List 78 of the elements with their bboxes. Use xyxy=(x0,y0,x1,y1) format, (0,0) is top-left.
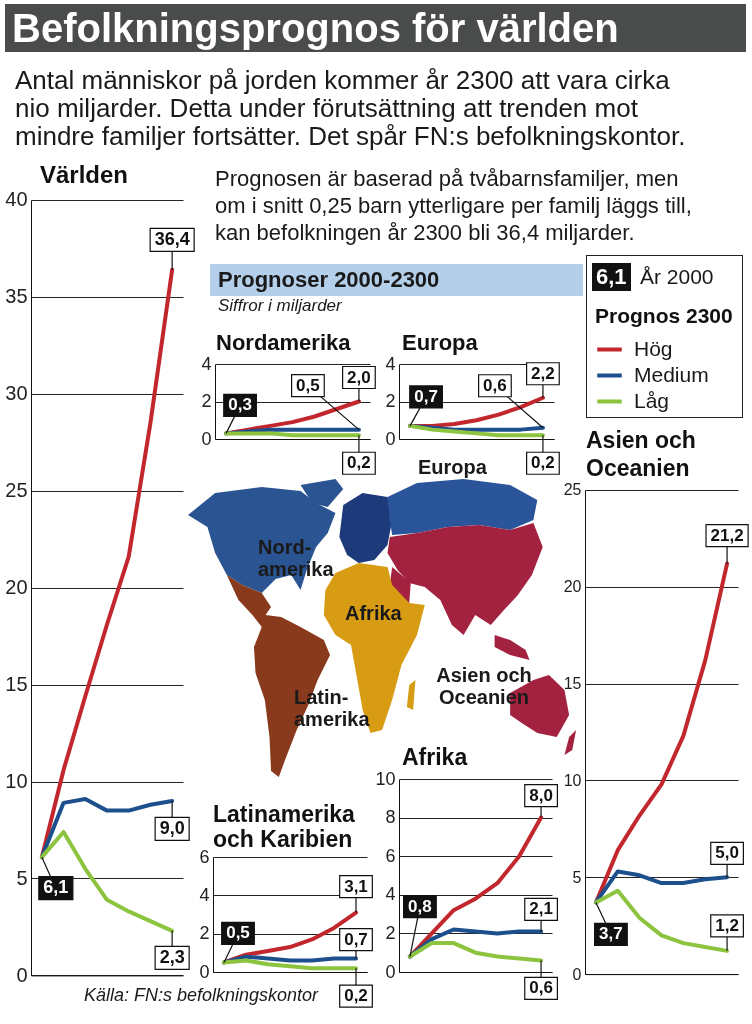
data-label: 2,2 xyxy=(531,363,555,383)
y-tick-label: 20 xyxy=(5,575,28,598)
text: Antal människor på jorden kommer år 2300 att vara cirka nio miljarder. Detta under förutsättning att trenden mot mindre familjer fortsätter. Det spår FN:s befolkningskontor. xyxy=(15,65,687,151)
title-banner: Befolkningsprognos för världen xyxy=(5,4,746,52)
y-tick-label: 6 xyxy=(199,846,210,867)
data-label: 21,2 xyxy=(710,525,744,545)
y-tick-label: 4 xyxy=(385,353,396,374)
data-label: 2,0 xyxy=(347,367,371,387)
data-label: 2,1 xyxy=(529,899,553,919)
y-tick-label: 0 xyxy=(572,965,582,983)
chart-title: Latinamerika och Karibien xyxy=(213,801,356,853)
data-label: 0,2 xyxy=(531,452,555,472)
y-tick-label: 40 xyxy=(5,188,28,211)
chart-title: Asien och Oceanien xyxy=(586,426,696,481)
text: 6,1 xyxy=(592,263,631,291)
data-label: 0,3 xyxy=(228,394,252,414)
y-tick-label: 2 xyxy=(201,390,212,411)
text: Prognosen är baserad på tvåbarnsfamiljer, men om i snitt 0,25 barn ytterligare per familj läggs till, kan befolkningen år 2300 bli 36,4 miljarder. xyxy=(215,165,693,246)
data-label: 6,1 xyxy=(43,876,69,897)
y-tick-label: 4 xyxy=(201,353,212,374)
data-label: 1,2 xyxy=(715,915,739,935)
y-tick-label: 4 xyxy=(385,884,396,905)
data-label: 8,0 xyxy=(529,785,553,805)
y-tick-label: 10 xyxy=(563,771,582,789)
data-label: 2,3 xyxy=(159,946,185,967)
y-tick-label: 10 xyxy=(5,769,28,792)
data-label: 0,7 xyxy=(344,929,368,949)
text: Siffror i miljarder xyxy=(218,296,342,316)
data-label: 9,0 xyxy=(159,817,185,838)
y-tick-label: 15 xyxy=(5,672,28,695)
y-tick-label: 10 xyxy=(375,768,396,789)
data-label: 3,1 xyxy=(344,876,368,896)
data-label: 36,4 xyxy=(154,228,190,249)
y-tick-label: 0 xyxy=(16,963,28,986)
data-label: 0,8 xyxy=(408,896,432,916)
legend-label: Hög xyxy=(634,336,673,360)
line-series xyxy=(222,958,358,971)
data-label: 0,6 xyxy=(483,375,507,395)
y-tick-label: 0 xyxy=(385,961,396,982)
y-tick-label: 0 xyxy=(199,961,210,982)
section-banner: Prognoser 2000-2300 xyxy=(210,264,583,296)
y-tick-label: 6 xyxy=(385,846,396,866)
y-tick-label: 4 xyxy=(199,885,210,906)
y-tick-label: 15 xyxy=(563,674,582,692)
chart-title: Världen xyxy=(40,160,128,188)
y-tick-label: 0 xyxy=(201,428,212,449)
line-series xyxy=(407,941,544,963)
text: Europa xyxy=(418,455,487,479)
text: År 2000 xyxy=(640,264,714,289)
y-tick-label: 2 xyxy=(199,923,210,944)
y-tick-label: 0 xyxy=(385,428,396,449)
data-label: 0,5 xyxy=(296,375,320,395)
chart-title: Afrika xyxy=(402,744,468,771)
text: Källa: FN:s befolkningskontor xyxy=(84,984,319,1006)
data-label: 3,7 xyxy=(599,924,623,944)
chart-title: Nordamerika xyxy=(216,329,352,355)
chart-title: Europa xyxy=(402,329,479,355)
y-tick-label: 25 xyxy=(563,481,582,499)
y-tick-label: 5 xyxy=(572,868,582,886)
y-tick-label: 2 xyxy=(385,390,396,411)
data-label: 0,5 xyxy=(226,923,250,943)
legend-title: Prognos 2300 xyxy=(595,303,733,327)
data-label: 0,6 xyxy=(529,978,553,998)
y-tick-label: 25 xyxy=(5,478,28,501)
y-tick-label: 8 xyxy=(385,807,396,828)
y-tick-label: 5 xyxy=(16,866,28,889)
line-series xyxy=(408,423,545,437)
data-label: 0,2 xyxy=(347,452,371,472)
data-label: 5,0 xyxy=(715,842,739,862)
legend-label: Medium xyxy=(634,362,709,386)
data-label: 0,7 xyxy=(414,386,438,406)
y-tick-label: 30 xyxy=(5,381,28,404)
y-tick-label: 35 xyxy=(5,285,28,308)
y-tick-label: 20 xyxy=(563,577,582,595)
text: Afrika xyxy=(345,601,402,625)
y-tick-label: 2 xyxy=(385,923,396,944)
data-label: 0,2 xyxy=(344,986,368,1006)
legend-label: Låg xyxy=(634,388,670,412)
